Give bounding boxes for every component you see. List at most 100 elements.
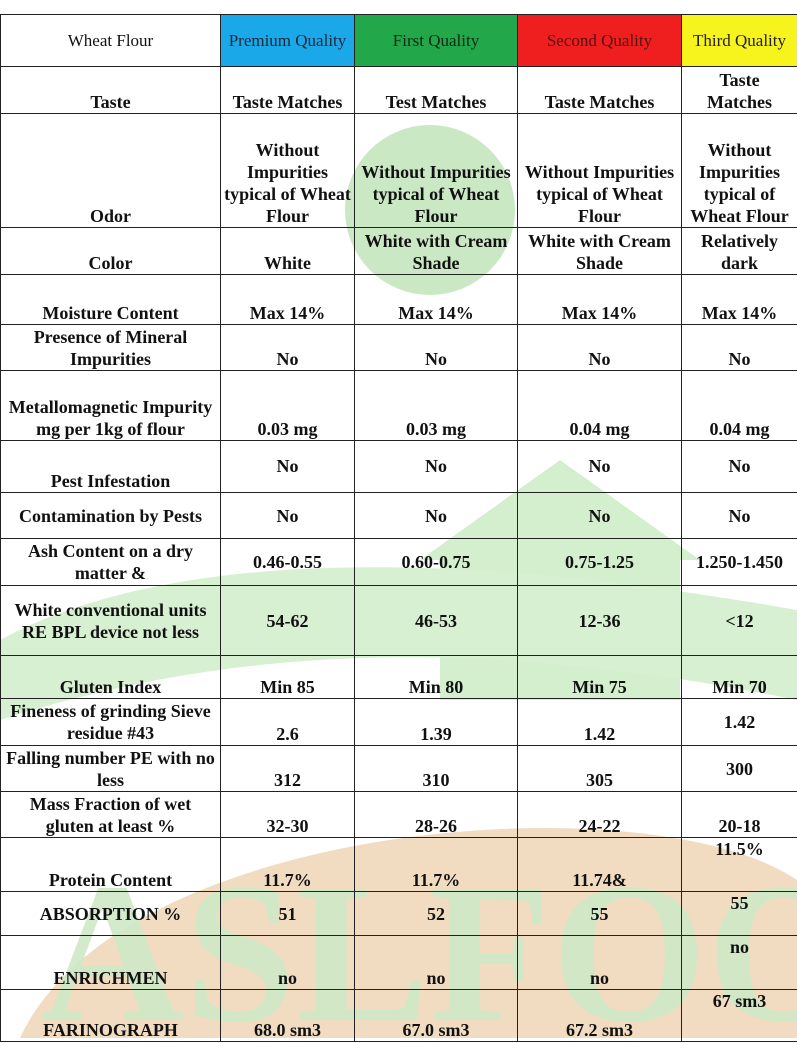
table-cell: No: [221, 493, 355, 539]
table-cell: White with Cream Shade: [518, 228, 682, 275]
row-label: Ash Content on a dry matter &: [1, 539, 221, 586]
table-cell: 310: [355, 746, 518, 792]
table-row: Presence of Mineral Impurities No No No …: [1, 325, 797, 371]
table-cell: 0.46-0.55: [221, 539, 355, 586]
table-cell: White: [221, 228, 355, 275]
row-label: Taste: [1, 67, 221, 114]
table-cell: 0.60-0.75: [355, 539, 518, 586]
table-row: White conventional units RE BPL device n…: [1, 586, 797, 656]
table-cell: No: [355, 441, 518, 493]
table-row: ENRICHMEN no no no no: [1, 936, 797, 990]
table-row: Pest Infestation No No No No: [1, 441, 797, 493]
table-cell: 67.2 sm3: [518, 990, 682, 1042]
table-cell: Max 14%: [682, 275, 797, 325]
table-cell: 46-53: [355, 586, 518, 656]
table-cell: Without Impurities typical of Wheat Flou…: [682, 114, 797, 228]
table-cell: 1.39: [355, 699, 518, 746]
table-row: Falling number PE with no less 312 310 3…: [1, 746, 797, 792]
grade-header-first: First Quality: [355, 15, 518, 67]
row-label: Gluten Index: [1, 656, 221, 699]
table-cell: 24-22: [518, 792, 682, 838]
table-cell: 28-26: [355, 792, 518, 838]
grade-header-second: Second Quality: [518, 15, 682, 67]
table-row: Mass Fraction of wet gluten at least % 3…: [1, 792, 797, 838]
table-cell: 1.250-1.450: [682, 539, 797, 586]
table-cell: 0.03 mg: [221, 371, 355, 441]
table-cell: 11.7%: [355, 838, 518, 892]
table-cell: No: [682, 493, 797, 539]
table-cell: 32-30: [221, 792, 355, 838]
table-cell: Min 75: [518, 656, 682, 699]
table-cell: <12: [682, 586, 797, 656]
table-cell: 0.04 mg: [682, 371, 797, 441]
table-row: Contamination by Pests No No No No: [1, 493, 797, 539]
table-cell: 55: [682, 892, 797, 936]
row-label: Color: [1, 228, 221, 275]
table-cell: White with Cream Shade: [355, 228, 518, 275]
table-cell: Taste Matches: [221, 67, 355, 114]
table-cell: Taste Matches: [682, 67, 797, 114]
table-cell: 11.5%: [682, 838, 797, 892]
table-cell: 312: [221, 746, 355, 792]
table-cell: 0.75-1.25: [518, 539, 682, 586]
table-cell: 55: [518, 892, 682, 936]
row-label: Fineness of grinding Sieve residue #43: [1, 699, 221, 746]
table-cell: no: [221, 936, 355, 990]
row-label: Metallomagnetic Impurity mg per 1kg of f…: [1, 371, 221, 441]
table-row: ABSORPTION % 51 52 55 55: [1, 892, 797, 936]
row-label: Mass Fraction of wet gluten at least %: [1, 792, 221, 838]
table-cell: 300: [682, 746, 797, 792]
row-label: Presence of Mineral Impurities: [1, 325, 221, 371]
table-cell: 67.0 sm3: [355, 990, 518, 1042]
table-cell: No: [221, 441, 355, 493]
table-row: Color White White with Cream Shade White…: [1, 228, 797, 275]
table-cell: 0.03 mg: [355, 371, 518, 441]
row-label: ENRICHMEN: [1, 936, 221, 990]
table-row: Metallomagnetic Impurity mg per 1kg of f…: [1, 371, 797, 441]
table-cell: 305: [518, 746, 682, 792]
table-cell: Min 85: [221, 656, 355, 699]
table-row: FARINOGRAPH 68.0 sm3 67.0 sm3 67.2 sm3 6…: [1, 990, 797, 1042]
table-cell: 54-62: [221, 586, 355, 656]
table-row: Moisture Content Max 14% Max 14% Max 14%…: [1, 275, 797, 325]
table-cell: 2.6: [221, 699, 355, 746]
table-row: Protein Content 11.7% 11.7% 11.74& 11.5%: [1, 838, 797, 892]
row-label: ABSORPTION %: [1, 892, 221, 936]
table-row: Ash Content on a dry matter & 0.46-0.55 …: [1, 539, 797, 586]
table-cell: Min 70: [682, 656, 797, 699]
table-cell: 67 sm3: [682, 990, 797, 1042]
table-cell: Test Matches: [355, 67, 518, 114]
table-cell: 12-36: [518, 586, 682, 656]
table-cell: No: [355, 325, 518, 371]
row-label: Odor: [1, 114, 221, 228]
table-cell: 68.0 sm3: [221, 990, 355, 1042]
table-cell: Max 14%: [355, 275, 518, 325]
table-cell: 0.04 mg: [518, 371, 682, 441]
table-cell: 1.42: [682, 699, 797, 746]
table-cell: No: [518, 441, 682, 493]
table-cell: Relatively dark: [682, 228, 797, 275]
table-row: Taste Taste Matches Test Matches Taste M…: [1, 67, 797, 114]
table-cell: no: [355, 936, 518, 990]
row-label: Pest Infestation: [1, 441, 221, 493]
table-cell: no: [682, 936, 797, 990]
table-cell: Taste Matches: [518, 67, 682, 114]
table-cell: No: [518, 493, 682, 539]
table-cell: No: [518, 325, 682, 371]
table-cell: No: [355, 493, 518, 539]
table-cell: 11.7%: [221, 838, 355, 892]
table-cell: 20-18: [682, 792, 797, 838]
table-cell: no: [518, 936, 682, 990]
row-label: Contamination by Pests: [1, 493, 221, 539]
grade-header-third: Third Quality: [682, 15, 797, 67]
table-row: Gluten Index Min 85 Min 80 Min 75 Min 70: [1, 656, 797, 699]
table-cell: Max 14%: [221, 275, 355, 325]
table-cell: Without Impurities typical of Wheat Flou…: [221, 114, 355, 228]
table-cell: No: [682, 441, 797, 493]
row-label: Falling number PE with no less: [1, 746, 221, 792]
row-label: Moisture Content: [1, 275, 221, 325]
table-cell: 1.42: [518, 699, 682, 746]
table-cell: 51: [221, 892, 355, 936]
table-cell: Min 80: [355, 656, 518, 699]
header-row: Wheat Flour Premium Quality First Qualit…: [1, 15, 797, 67]
